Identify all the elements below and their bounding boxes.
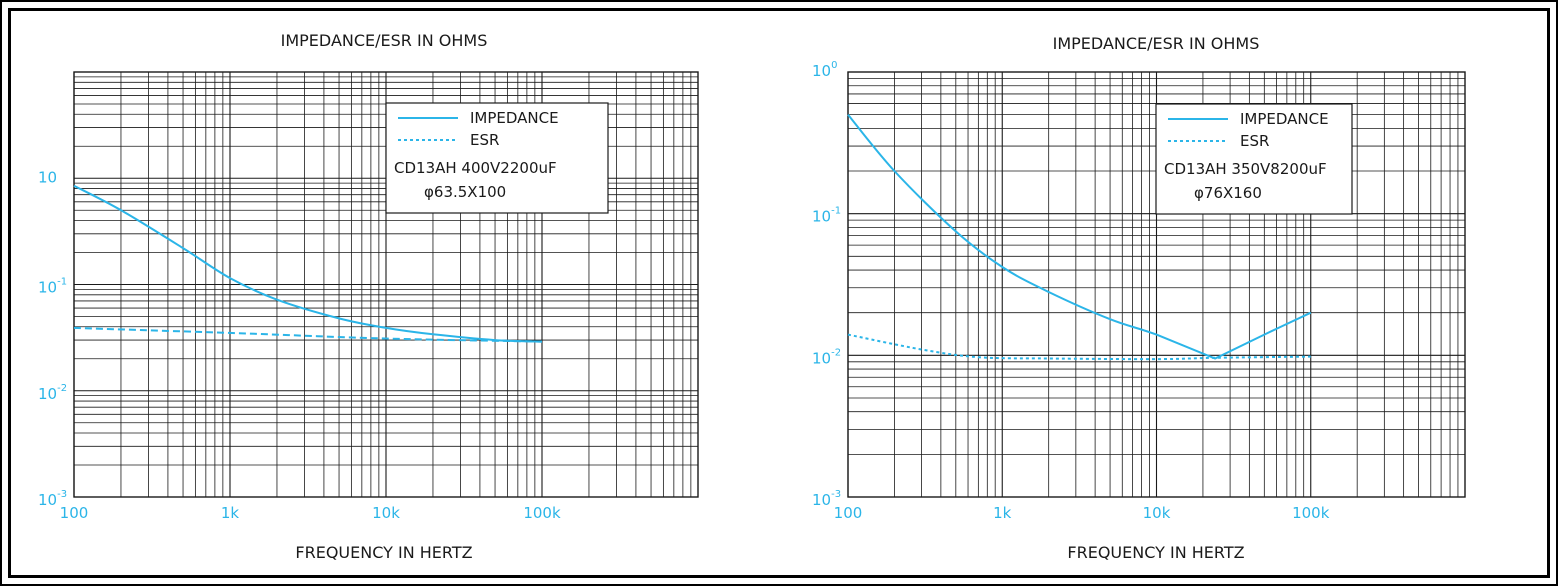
legend-annotation: φ76X160 <box>1194 184 1262 202</box>
chart-2-title: IMPEDANCE/ESR IN OHMS <box>1053 34 1260 53</box>
y-tick-label: 10-3 <box>38 489 67 509</box>
legend-label-impedance: IMPEDANCE <box>470 109 559 127</box>
plot-border <box>847 71 1466 498</box>
legend-box <box>1155 103 1353 215</box>
x-tick-label: 100k <box>523 504 561 522</box>
y-tick-label: 10-1 <box>812 206 841 226</box>
chart-2-xlabel: FREQUENCY IN HERTZ <box>1067 543 1244 562</box>
legend-box <box>385 102 609 214</box>
chart-1-series-esr <box>73 326 543 343</box>
x-tick-label: 10k <box>372 504 400 522</box>
legend-label-esr: ESR <box>470 131 499 149</box>
legend-label-esr: ESR <box>1240 132 1269 150</box>
y-tick-label: 10-1 <box>38 277 67 297</box>
y-tick-label: 100 <box>812 60 837 80</box>
x-tick-label: 100 <box>60 504 89 522</box>
x-tick-label: 100k <box>1292 504 1330 522</box>
y-tick-label: 10-2 <box>38 383 67 403</box>
chart-1-series-impedance <box>73 184 543 343</box>
legend-annotation: φ63.5X100 <box>424 183 506 201</box>
legend-annotation: CD13AH 350V8200uF <box>1164 160 1327 178</box>
chart-1: 100 1k 10k 100k 10 10-1 10-2 10-3 IMPEDANCE ESR CD… <box>38 71 699 522</box>
chart-2: 100 1k 10k 100k 100 10-1 10-2 10-3 IMPEDANCE ESR C… <box>812 60 1466 522</box>
x-tick-label: 1k <box>993 504 1012 522</box>
chart-1-title: IMPEDANCE/ESR IN OHMS <box>281 31 488 50</box>
x-tick-label: 100 <box>834 504 863 522</box>
legend-annotation: CD13AH 400V2200uF <box>394 159 557 177</box>
chart-1-legend: IMPEDANCE ESR CD13AH 400V2200uF φ63.5X100 <box>385 102 609 214</box>
y-tick-label: 10-3 <box>812 489 841 509</box>
y-tick-label: 10 <box>38 168 57 186</box>
chart-2-legend: IMPEDANCE ESR CD13AH 350V8200uF φ76X160 <box>1155 103 1353 215</box>
plot-border <box>73 71 699 498</box>
chart-1-xlabel: FREQUENCY IN HERTZ <box>295 543 472 562</box>
chart-2-series-impedance <box>847 113 1312 360</box>
y-tick-label: 10-2 <box>812 347 841 367</box>
inner-frame <box>8 8 1550 578</box>
legend-label-impedance: IMPEDANCE <box>1240 110 1329 128</box>
x-tick-label: 10k <box>1143 504 1171 522</box>
x-tick-label: 1k <box>221 504 240 522</box>
